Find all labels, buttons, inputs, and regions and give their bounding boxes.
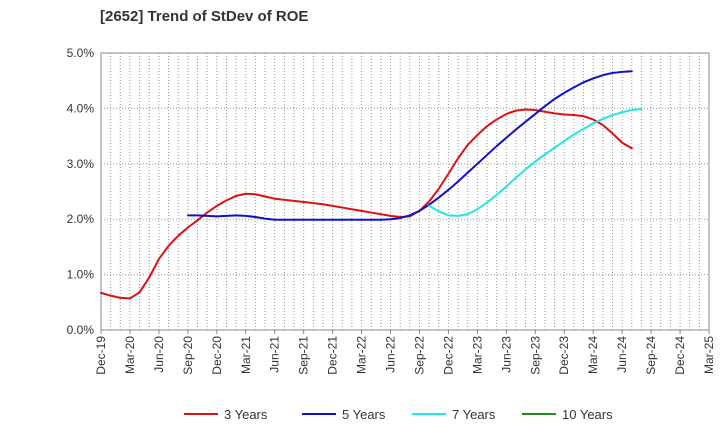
chart-title: [2652] Trend of StDev of ROE [100, 8, 309, 25]
x-tick-label: Mar-21 [239, 336, 253, 374]
x-tick-label: Dec-22 [441, 336, 455, 375]
x-tick-label: Mar-25 [702, 336, 716, 374]
plot-background [101, 53, 709, 330]
x-tick-label: Sep-21 [297, 336, 311, 375]
x-tick-label: Jun-22 [384, 336, 398, 373]
x-tick-label: Mar-20 [123, 336, 137, 374]
x-tick-label: Jun-24 [615, 336, 629, 373]
series-line-2 [186, 70, 633, 221]
x-tick-label: Dec-23 [557, 336, 571, 375]
x-tick-label: Mar-24 [586, 336, 600, 374]
x-tick-label: Jun-23 [499, 336, 513, 373]
x-tick-label: Jun-21 [268, 336, 282, 373]
x-tick-label: Sep-23 [528, 336, 542, 375]
legend-label-2: 5 Years [342, 407, 386, 422]
series-line-3 [428, 107, 643, 217]
plot-frame [100, 52, 710, 331]
x-tick-label: Mar-22 [355, 336, 369, 374]
legend: 3 Years 5 Years 7 Years 10 Years [184, 407, 613, 422]
x-tick-label: Dec-19 [94, 336, 108, 375]
grid-layer [101, 52, 709, 330]
y-tick-label: 5.0% [67, 46, 95, 60]
legend-label-4: 10 Years [562, 407, 613, 422]
x-tick-label: Sep-24 [644, 336, 658, 375]
y-tick-label: 1.0% [67, 268, 95, 282]
x-tick-label: Dec-21 [326, 336, 340, 375]
legend-label-3: 7 Years [452, 407, 496, 422]
x-tick-label: Sep-20 [181, 336, 195, 375]
x-tick-label: Mar-23 [470, 336, 484, 374]
legend-label-1: 3 Years [224, 407, 268, 422]
y-tick-label: 4.0% [67, 101, 95, 115]
series-line-1 [100, 108, 633, 300]
axis-layer: 0.0% 1.0% 2.0% 3.0% 4.0% 5.0% Dec-19 Mar-20 Jun-… [67, 46, 716, 375]
x-tick-label: Dec-20 [210, 336, 224, 375]
x-tick-label: Jun-20 [152, 336, 166, 373]
y-tick-label: 2.0% [67, 212, 95, 226]
y-tick-label: 3.0% [67, 157, 95, 171]
y-tick-label: 0.0% [67, 323, 95, 337]
series-layer [100, 70, 643, 300]
x-tick-label: Sep-22 [412, 336, 426, 375]
x-tick-label: Dec-24 [673, 336, 687, 375]
